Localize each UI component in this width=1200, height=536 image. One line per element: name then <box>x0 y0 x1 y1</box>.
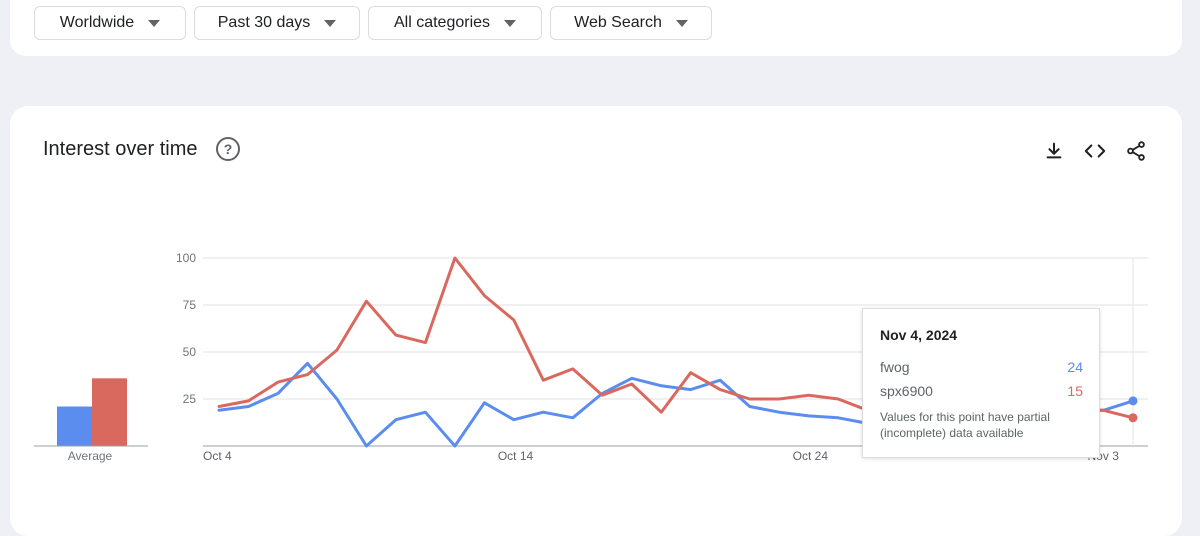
x-tick-label: Oct 4 <box>203 449 232 463</box>
card-title: Interest over time <box>43 138 198 160</box>
average-bar-spx6900 <box>92 378 127 446</box>
x-tick-label: Oct 14 <box>498 449 534 463</box>
data-point-tooltip: Nov 4, 2024 fwog 24 spx6900 15 Values fo… <box>862 308 1100 458</box>
tooltip-series-value: 15 <box>1067 383 1083 399</box>
tooltip-series-name: spx6900 <box>880 383 933 399</box>
caret-down-icon <box>324 19 337 27</box>
region-filter-label: Worldwide <box>59 14 135 31</box>
caret-down-icon <box>504 19 517 27</box>
tooltip-row-fwog: fwog 24 <box>880 359 1083 375</box>
region-filter-dropdown[interactable]: Worldwide <box>34 6 186 40</box>
tooltip-series-name: fwog <box>880 359 910 375</box>
y-tick-label: 100 <box>176 251 196 265</box>
embed-code-icon[interactable] <box>1084 140 1106 162</box>
tooltip-date: Nov 4, 2024 <box>880 327 958 343</box>
time-range-filter-dropdown[interactable]: Past 30 days <box>194 6 360 40</box>
category-filter-dropdown[interactable]: All categories <box>368 6 542 40</box>
y-tick-label: 75 <box>183 298 197 312</box>
search-type-filter-label: Web Search <box>574 14 662 31</box>
filter-bar: Worldwide Past 30 days All categories We… <box>34 6 712 40</box>
tooltip-partial-data-note: Values for this point have partial (inco… <box>880 410 1050 440</box>
average-bar-fwog <box>57 406 92 446</box>
search-type-filter-dropdown[interactable]: Web Search <box>550 6 712 40</box>
y-tick-label: 25 <box>183 392 197 406</box>
caret-down-icon <box>148 19 161 27</box>
y-tick-label: 50 <box>183 345 197 359</box>
time-range-filter-label: Past 30 days <box>217 14 311 31</box>
data-point-spx6900[interactable] <box>1128 413 1138 423</box>
data-point-fwog[interactable] <box>1128 396 1138 406</box>
tooltip-series-value: 24 <box>1067 359 1083 375</box>
share-icon[interactable] <box>1125 140 1147 162</box>
help-icon[interactable]: ? <box>216 137 240 161</box>
x-tick-label: Oct 24 <box>793 449 829 463</box>
download-icon[interactable] <box>1043 140 1065 162</box>
filter-card: Worldwide Past 30 days All categories We… <box>10 0 1182 56</box>
average-label: Average <box>68 449 113 463</box>
category-filter-label: All categories <box>393 14 491 31</box>
tooltip-row-spx6900: spx6900 15 <box>880 383 1083 399</box>
caret-down-icon <box>675 19 688 27</box>
